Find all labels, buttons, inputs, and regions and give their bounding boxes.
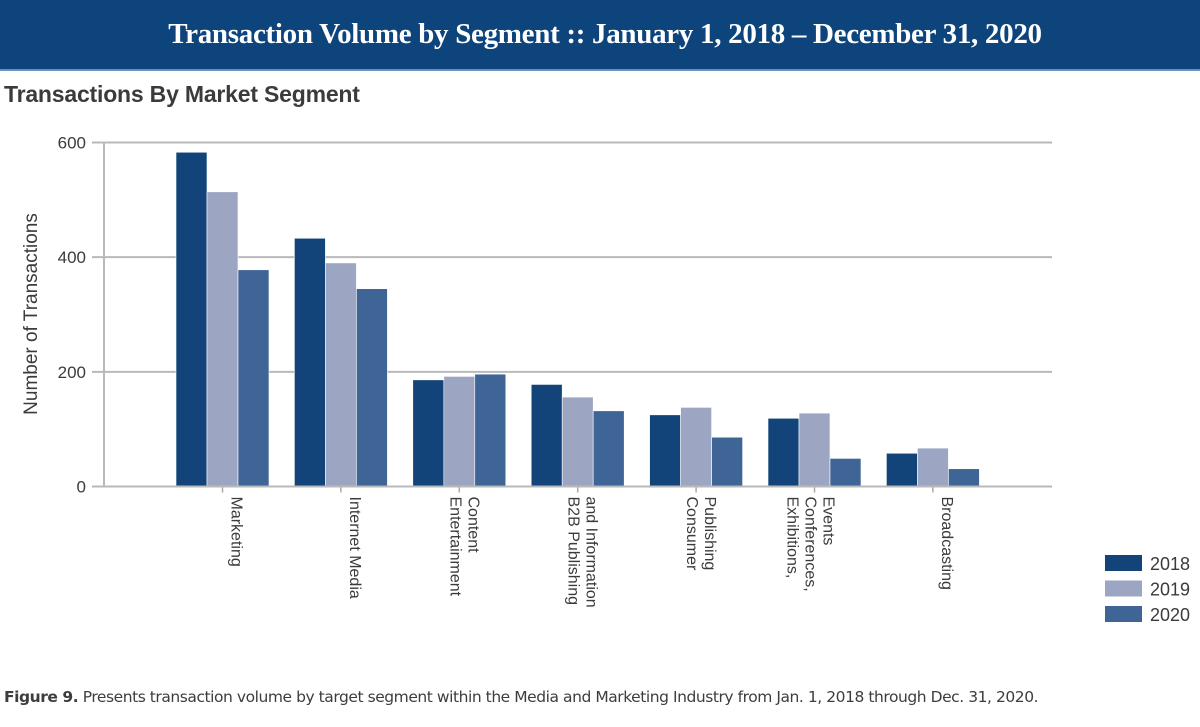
y-tick-label: 200 (58, 363, 86, 382)
bar-2019-4 (680, 407, 712, 487)
x-tick-label: Entertainment (446, 497, 463, 597)
legend-label-2018: 2018 (1150, 554, 1190, 574)
legend-swatch-2020 (1105, 606, 1142, 622)
caption-label: Figure 9. (4, 688, 79, 706)
bar-2020-0 (237, 269, 270, 487)
x-tick-label: Internet Media (346, 497, 363, 599)
x-tick-label: Consumer (683, 497, 700, 571)
bar-2018-3 (530, 384, 563, 487)
header-banner: Transaction Volume by Segment :: January… (0, 0, 1200, 71)
x-tick-label: Exhibitions, (784, 497, 801, 579)
chart-title: Transactions By Market Segment (4, 81, 360, 107)
x-tick-label: and Information (583, 497, 600, 608)
x-tick-label: Events (820, 497, 837, 546)
bar-2019-0 (206, 191, 239, 487)
legend-label-2020: 2020 (1150, 605, 1190, 625)
bar-2019-1 (325, 262, 357, 487)
bar-2018-4 (649, 414, 681, 487)
bar-2018-2 (412, 379, 445, 487)
bar-2019-6 (917, 447, 949, 487)
bar-2018-1 (294, 237, 326, 487)
caption-text: Presents transaction volume by target se… (78, 688, 1039, 706)
bar-2018-6 (886, 452, 918, 487)
figure-caption: Figure 9. Presents transaction volume by… (4, 688, 1039, 706)
bar-2020-5 (829, 458, 862, 487)
bar-2020-3 (592, 410, 625, 487)
bar-2018-5 (767, 417, 800, 487)
bar-2019-5 (798, 412, 831, 487)
legend-swatch-2019 (1105, 580, 1142, 597)
x-tick-label: Broadcasting (938, 497, 955, 590)
bar-2020-1 (356, 288, 388, 487)
bar-2020-4 (711, 436, 743, 487)
x-tick-label: B2B Publishing (565, 497, 582, 606)
x-tick-label: Marketing (228, 497, 245, 567)
y-tick-label: 0 (77, 478, 86, 497)
x-tick-label: Content (464, 497, 481, 554)
x-tick-label: Conferences, (802, 497, 819, 592)
y-axis-label: Number of Transactions (21, 213, 42, 415)
bar-2018-0 (175, 151, 208, 487)
bar-2020-6 (948, 468, 980, 487)
y-tick-label: 400 (58, 248, 86, 267)
bar-2019-3 (561, 396, 594, 487)
bar-2020-2 (474, 373, 507, 487)
legend-swatch-2018 (1105, 555, 1142, 571)
page-title: Transaction Volume by Segment :: January… (168, 18, 1042, 50)
bar-2019-2 (443, 376, 476, 487)
y-tick-label: 600 (58, 134, 86, 153)
legend-label-2019: 2019 (1150, 580, 1190, 600)
x-tick-label: Publishing (701, 497, 718, 571)
